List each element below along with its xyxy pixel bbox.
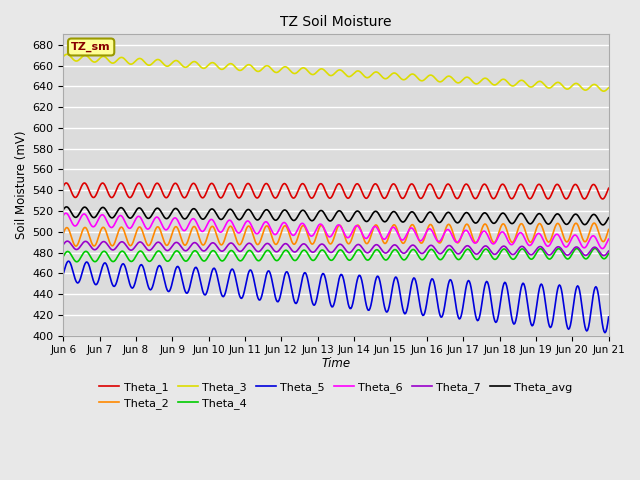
Y-axis label: Soil Moisture (mV): Soil Moisture (mV) bbox=[15, 131, 28, 239]
Theta_avg bbox=[60, 207, 67, 213]
Theta_7 bbox=[157, 240, 164, 246]
Theta_5 bbox=[60, 271, 67, 277]
Theta_5 bbox=[381, 308, 389, 313]
Line: Theta_4: Theta_4 bbox=[63, 249, 609, 262]
Theta_1 bbox=[307, 195, 315, 201]
Theta_3 bbox=[605, 85, 612, 91]
Theta_4 bbox=[424, 249, 432, 255]
Theta_2 bbox=[200, 241, 208, 247]
Theta_5 bbox=[424, 290, 432, 296]
Theta_5 bbox=[65, 258, 72, 264]
Title: TZ Soil Moisture: TZ Soil Moisture bbox=[280, 15, 392, 29]
Theta_avg bbox=[424, 210, 432, 216]
Theta_avg bbox=[471, 220, 479, 226]
Theta_6 bbox=[62, 210, 70, 216]
Line: Theta_2: Theta_2 bbox=[63, 223, 609, 246]
Theta_5 bbox=[601, 330, 609, 336]
Theta_7 bbox=[64, 238, 72, 244]
Theta_avg bbox=[200, 216, 208, 221]
Theta_3 bbox=[381, 76, 389, 82]
Text: TZ_sm: TZ_sm bbox=[71, 42, 111, 52]
Theta_3 bbox=[471, 81, 479, 86]
Theta_6 bbox=[381, 236, 389, 241]
Theta_3 bbox=[200, 65, 208, 71]
Theta_3 bbox=[600, 88, 608, 94]
Theta_4 bbox=[307, 256, 315, 262]
Theta_2 bbox=[60, 231, 67, 237]
Theta_avg bbox=[605, 215, 612, 221]
Line: Theta_7: Theta_7 bbox=[63, 241, 609, 255]
Theta_1 bbox=[62, 180, 70, 186]
Theta_4 bbox=[471, 255, 479, 261]
Theta_3 bbox=[157, 58, 164, 64]
Legend: Theta_1, Theta_2, Theta_3, Theta_4, Theta_5, Theta_6, Theta_7, Theta_avg: Theta_1, Theta_2, Theta_3, Theta_4, Thet… bbox=[95, 377, 577, 414]
Theta_7 bbox=[381, 250, 389, 256]
Theta_2 bbox=[157, 228, 164, 234]
Theta_1 bbox=[471, 195, 479, 201]
Theta_avg bbox=[381, 219, 389, 225]
Theta_2 bbox=[424, 224, 432, 230]
Theta_6 bbox=[200, 228, 208, 233]
Theta_4 bbox=[157, 249, 164, 255]
Line: Theta_6: Theta_6 bbox=[63, 213, 609, 249]
Theta_3 bbox=[307, 71, 315, 77]
Theta_6 bbox=[307, 233, 315, 239]
Theta_4 bbox=[60, 254, 67, 260]
Line: Theta_3: Theta_3 bbox=[63, 54, 609, 91]
X-axis label: Time: Time bbox=[321, 357, 351, 370]
Line: Theta_avg: Theta_avg bbox=[63, 207, 609, 225]
Theta_7 bbox=[200, 248, 208, 254]
Theta_avg bbox=[307, 217, 315, 223]
Theta_1 bbox=[157, 185, 164, 191]
Theta_1 bbox=[605, 185, 612, 191]
Theta_7 bbox=[424, 244, 432, 250]
Theta_3 bbox=[63, 51, 70, 57]
Theta_2 bbox=[605, 227, 612, 232]
Theta_5 bbox=[471, 308, 479, 314]
Theta_5 bbox=[200, 292, 208, 298]
Theta_4 bbox=[605, 251, 612, 256]
Theta_1 bbox=[598, 196, 606, 202]
Theta_2 bbox=[381, 240, 389, 246]
Theta_1 bbox=[424, 182, 432, 188]
Theta_3 bbox=[424, 73, 432, 79]
Line: Theta_5: Theta_5 bbox=[63, 261, 609, 333]
Theta_6 bbox=[605, 236, 612, 242]
Theta_7 bbox=[471, 251, 479, 256]
Theta_4 bbox=[73, 259, 81, 264]
Theta_4 bbox=[200, 258, 208, 264]
Theta_7 bbox=[600, 252, 608, 258]
Theta_avg bbox=[157, 208, 164, 214]
Theta_7 bbox=[605, 248, 612, 254]
Theta_5 bbox=[605, 314, 612, 320]
Theta_3 bbox=[60, 54, 67, 60]
Theta_avg bbox=[63, 204, 70, 210]
Theta_5 bbox=[307, 293, 315, 299]
Theta_2 bbox=[590, 220, 598, 226]
Theta_2 bbox=[307, 240, 315, 246]
Theta_avg bbox=[599, 222, 607, 228]
Theta_2 bbox=[471, 239, 479, 245]
Theta_7 bbox=[307, 248, 315, 254]
Theta_4 bbox=[381, 257, 389, 263]
Theta_1 bbox=[381, 195, 389, 201]
Theta_7 bbox=[60, 242, 67, 248]
Theta_4 bbox=[591, 246, 599, 252]
Theta_6 bbox=[424, 227, 432, 232]
Theta_6 bbox=[157, 219, 164, 225]
Theta_2 bbox=[72, 243, 80, 249]
Line: Theta_1: Theta_1 bbox=[63, 183, 609, 199]
Theta_1 bbox=[60, 184, 67, 190]
Theta_6 bbox=[598, 246, 606, 252]
Theta_6 bbox=[60, 213, 67, 218]
Theta_1 bbox=[200, 194, 208, 200]
Theta_6 bbox=[471, 240, 479, 246]
Theta_5 bbox=[157, 264, 164, 269]
